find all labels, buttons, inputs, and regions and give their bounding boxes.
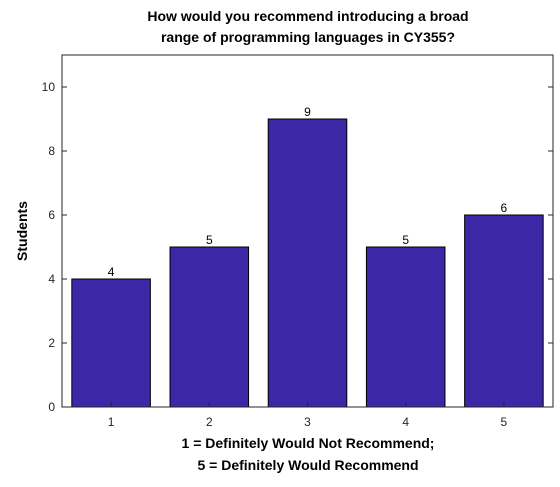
y-tick-label-2: 2 bbox=[48, 336, 55, 350]
data-label-1: 4 bbox=[108, 265, 115, 279]
bar-3 bbox=[267, 118, 348, 408]
x-axis-label-line-2: 5 = Definitely Would Recommend bbox=[197, 457, 418, 473]
data-label-2: 5 bbox=[206, 233, 213, 247]
data-label-3: 9 bbox=[304, 105, 311, 119]
bar-5 bbox=[464, 214, 544, 408]
bar-1 bbox=[71, 278, 151, 408]
data-label-4: 5 bbox=[402, 233, 409, 247]
bar-4 bbox=[365, 246, 446, 408]
x-axis-ticks: 1 2 3 4 5 bbox=[108, 402, 508, 429]
y-axis-label: Students bbox=[14, 201, 30, 261]
data-labels-layer: 4 5 9 5 6 bbox=[108, 105, 508, 279]
bar-2 bbox=[169, 246, 250, 408]
y-tick-label-6: 6 bbox=[48, 208, 55, 222]
x-tick-label-5: 5 bbox=[501, 415, 508, 429]
chart-title-line-2: range of programming languages in CY355? bbox=[161, 29, 455, 45]
x-tick-label-2: 2 bbox=[206, 415, 213, 429]
y-axis-ticks: 0 2 4 6 8 10 bbox=[42, 80, 553, 414]
data-label-5: 6 bbox=[501, 201, 508, 215]
x-tick-label-4: 4 bbox=[402, 415, 409, 429]
x-tick-label-1: 1 bbox=[108, 415, 115, 429]
y-tick-label-8: 8 bbox=[48, 144, 55, 158]
x-axis-label-line-1: 1 = Definitely Would Not Recommend; bbox=[182, 435, 435, 451]
y-tick-label-10: 10 bbox=[42, 80, 56, 94]
chart-title-line-1: How would you recommend introducing a br… bbox=[147, 8, 468, 24]
x-tick-label-3: 3 bbox=[304, 415, 311, 429]
y-tick-label-0: 0 bbox=[48, 400, 55, 414]
bars-layer bbox=[71, 118, 544, 408]
y-tick-label-4: 4 bbox=[48, 272, 55, 286]
